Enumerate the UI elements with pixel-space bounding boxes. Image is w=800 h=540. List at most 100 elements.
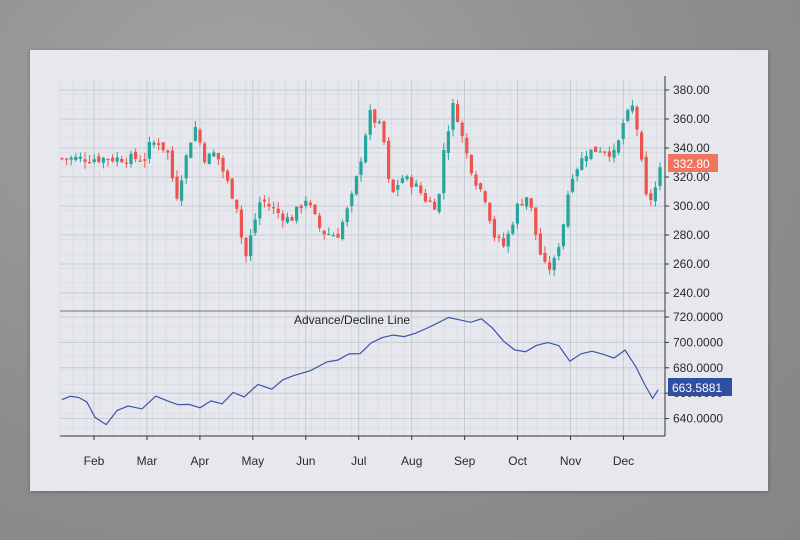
advance-decline-line: [61, 316, 659, 426]
candle-body: [331, 235, 335, 237]
candle-body: [92, 159, 96, 162]
candle-body: [460, 122, 464, 136]
candle-body: [428, 200, 432, 202]
candle-body: [180, 180, 184, 201]
candle-body: [152, 142, 156, 145]
candle-body: [506, 233, 510, 247]
candle-body: [111, 157, 115, 162]
candle-body: [534, 207, 538, 235]
price-tick-label: 360.00: [673, 112, 710, 126]
indicator-tick-label: 680.0000: [673, 361, 723, 375]
candle-body: [318, 215, 322, 228]
candle-body: [580, 158, 584, 170]
candle-body: [548, 262, 552, 270]
candle-body: [230, 178, 234, 199]
candle-body: [313, 204, 317, 215]
candle-body: [88, 162, 92, 164]
candle-body: [69, 157, 73, 160]
candle-body: [299, 205, 303, 209]
candle-body: [253, 219, 257, 233]
month-label: Apr: [191, 454, 210, 468]
candle-body: [525, 197, 529, 207]
candle-body: [60, 158, 64, 160]
candle-body: [566, 194, 570, 227]
price-tick-label: 300.00: [673, 199, 710, 213]
candle-body: [419, 185, 423, 194]
candle-body: [134, 151, 138, 160]
indicator-title: Advance/Decline Line: [294, 313, 410, 327]
candle-body: [74, 156, 78, 160]
candle-body: [423, 192, 427, 202]
candle-body: [166, 150, 170, 153]
candle-body: [552, 257, 556, 271]
candle-body: [345, 208, 349, 222]
month-label: Oct: [508, 454, 527, 468]
candle-body: [543, 252, 547, 262]
candle-body: [640, 132, 644, 160]
candle-body: [515, 203, 519, 224]
candle-body: [295, 206, 299, 221]
advance-decline-series: [61, 316, 659, 426]
candle-body: [308, 202, 312, 206]
candle-body: [644, 156, 648, 195]
candle-body: [658, 167, 662, 187]
candle-body: [97, 156, 101, 162]
candle-body: [400, 178, 404, 183]
candle-body: [465, 138, 469, 154]
last-price-badge: 332.80: [668, 154, 718, 172]
candle-body: [538, 233, 542, 255]
candle-body: [143, 159, 147, 161]
month-label: Aug: [401, 454, 422, 468]
candle-body: [479, 183, 483, 190]
candle-body: [147, 141, 151, 159]
candle-body: [124, 162, 128, 164]
candle-body: [617, 140, 621, 153]
candle-body: [603, 151, 607, 153]
price-tick-label: 240.00: [673, 286, 710, 300]
candle-body: [120, 158, 124, 163]
candle-body: [341, 221, 345, 239]
candle-body: [281, 213, 285, 221]
candle-body: [382, 121, 386, 143]
last-price-badge-bg: [668, 154, 718, 172]
candle-body: [184, 155, 188, 179]
candle-body: [276, 208, 280, 213]
candle-body: [446, 131, 450, 153]
candle-body: [557, 247, 561, 257]
candle-body: [368, 110, 372, 135]
candle-body: [175, 176, 179, 199]
last-value-badge-bg: [668, 378, 732, 396]
candle-body: [649, 193, 653, 200]
last-price-label: 332.80: [673, 157, 710, 171]
candle-body: [511, 224, 515, 234]
candle-body: [589, 149, 593, 159]
candle-body: [575, 169, 579, 177]
candle-body: [377, 121, 381, 123]
candle-body: [212, 152, 216, 157]
candle-body: [235, 199, 239, 209]
last-value-label: 663.5881: [672, 381, 722, 395]
candle-body: [630, 105, 634, 112]
candle-body: [106, 158, 110, 161]
candle-body: [433, 201, 437, 210]
price-tick-label: 260.00: [673, 257, 710, 271]
candle-body: [198, 129, 202, 143]
candle-body: [322, 230, 326, 235]
candle-body: [571, 178, 575, 192]
indicator-tick-label: 640.0000: [673, 412, 723, 426]
candle-body: [327, 233, 331, 236]
candle-body: [221, 157, 225, 172]
candle-body: [207, 153, 211, 165]
candle-body: [262, 199, 266, 202]
candle-body: [598, 151, 602, 153]
candle-body: [161, 142, 165, 151]
candle-body: [653, 187, 657, 202]
candle-body: [226, 170, 230, 181]
indicator-tick-label: 700.0000: [673, 335, 723, 349]
candle-body: [285, 217, 289, 223]
candle-body: [396, 185, 400, 190]
candle-body: [138, 160, 142, 162]
price-tick-label: 380.00: [673, 83, 710, 97]
candle-body: [474, 174, 478, 186]
